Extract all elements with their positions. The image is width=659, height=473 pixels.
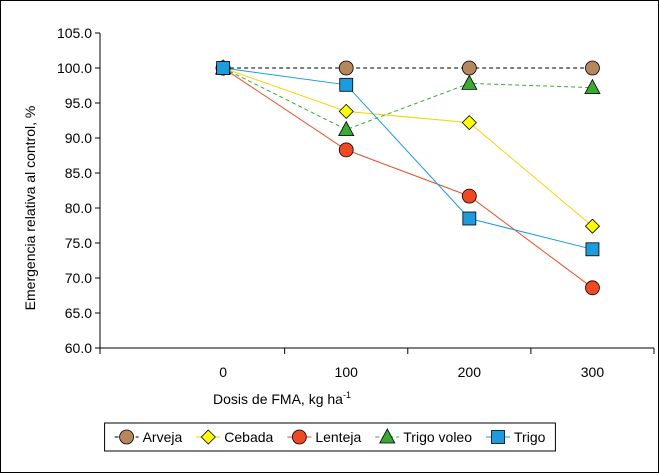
data-point-trigo-voleo (461, 74, 478, 90)
x-tick-label: 0 (219, 364, 227, 380)
data-point-trigo (216, 61, 231, 75)
data-point-arveja (585, 60, 600, 76)
x-axis-label-superscript: -1 (343, 390, 351, 400)
y-tick-label: 85.0 (65, 165, 92, 181)
legend-box (104, 422, 556, 452)
y-tick-label: 100.0 (57, 60, 92, 76)
data-point-cebada (584, 218, 601, 234)
y-tick-label: 95.0 (65, 95, 92, 111)
data-point-trigo (462, 211, 477, 226)
y-tick-label: 70.0 (65, 270, 92, 286)
legend-label-trigo-voleo: Trigo voleo (403, 429, 472, 445)
y-tick-label: 90.0 (65, 130, 92, 146)
legend-marker-cebada (200, 429, 216, 445)
series-line-cebada (222, 67, 593, 227)
legend-marker-lenteja (291, 429, 307, 445)
series-line-trigo (223, 67, 593, 250)
axes: 60.0 65.0 70.0 75.0 80.0 85.0 90.0 95.0 100.0 105… (57, 25, 655, 380)
y-axis-label: Emergencia relativa al control, % (22, 106, 38, 311)
series-line-trigo-voleo (222, 67, 593, 131)
series-markers (214, 59, 601, 296)
x-tick-label: 300 (581, 364, 605, 380)
data-point-cebada (338, 103, 354, 119)
y-tick-label: 65.0 (65, 305, 92, 321)
data-point-trigo (339, 77, 354, 92)
x-tick-label: 200 (458, 364, 482, 380)
data-point-lenteja (585, 280, 600, 296)
legend-marker-trigo (491, 430, 505, 444)
data-point-lenteja (338, 142, 354, 158)
data-point-arveja (338, 60, 354, 76)
legend-marker-arveja (119, 429, 134, 445)
legend-label-lenteja: Lenteja (315, 429, 361, 445)
data-point-cebada (461, 115, 477, 131)
data-point-trigo-voleo (338, 120, 355, 137)
data-point-trigo-voleo (584, 78, 601, 94)
data-point-lenteja (461, 188, 477, 204)
legend: Arveja Cebada Lenteja Trigo voleo Trigo (104, 422, 556, 452)
y-tick-label: 60.0 (65, 340, 92, 356)
y-tick-label: 80.0 (65, 200, 92, 216)
x-tick-label: 100 (335, 364, 359, 380)
x-axis-label: Dosis de FMA, kg ha-1 (213, 390, 351, 407)
legend-marker-trigo-voleo (379, 428, 396, 444)
data-point-trigo (585, 242, 600, 257)
y-tick-label: 105.0 (57, 25, 92, 41)
legend-label-arveja: Arveja (143, 429, 183, 445)
legend-label-trigo: Trigo (514, 429, 546, 445)
series-lines (222, 67, 593, 289)
series-line-lenteja (222, 67, 593, 289)
data-point-arveja (461, 60, 477, 76)
legend-label-cebada: Cebada (224, 429, 273, 445)
y-tick-label: 75.0 (65, 235, 92, 251)
